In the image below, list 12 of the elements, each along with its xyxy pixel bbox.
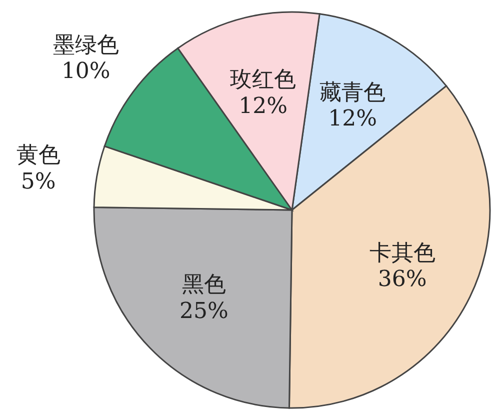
data-label: 10% bbox=[61, 59, 110, 84]
data-label: 25% bbox=[180, 298, 228, 324]
data-label: 36% bbox=[378, 267, 427, 292]
data-label: 12% bbox=[238, 94, 288, 120]
data-label: 12% bbox=[328, 106, 378, 132]
slice-label: 藏青色 bbox=[320, 80, 386, 106]
slice-label: 黑色 bbox=[182, 272, 226, 298]
slice-label: 玫红色 bbox=[230, 68, 296, 93]
slice-label: 卡其色 bbox=[369, 240, 436, 266]
slice-label: 墨绿色 bbox=[52, 32, 119, 58]
slice-label: 黄色 bbox=[16, 143, 60, 168]
data-label: 5% bbox=[20, 170, 56, 195]
